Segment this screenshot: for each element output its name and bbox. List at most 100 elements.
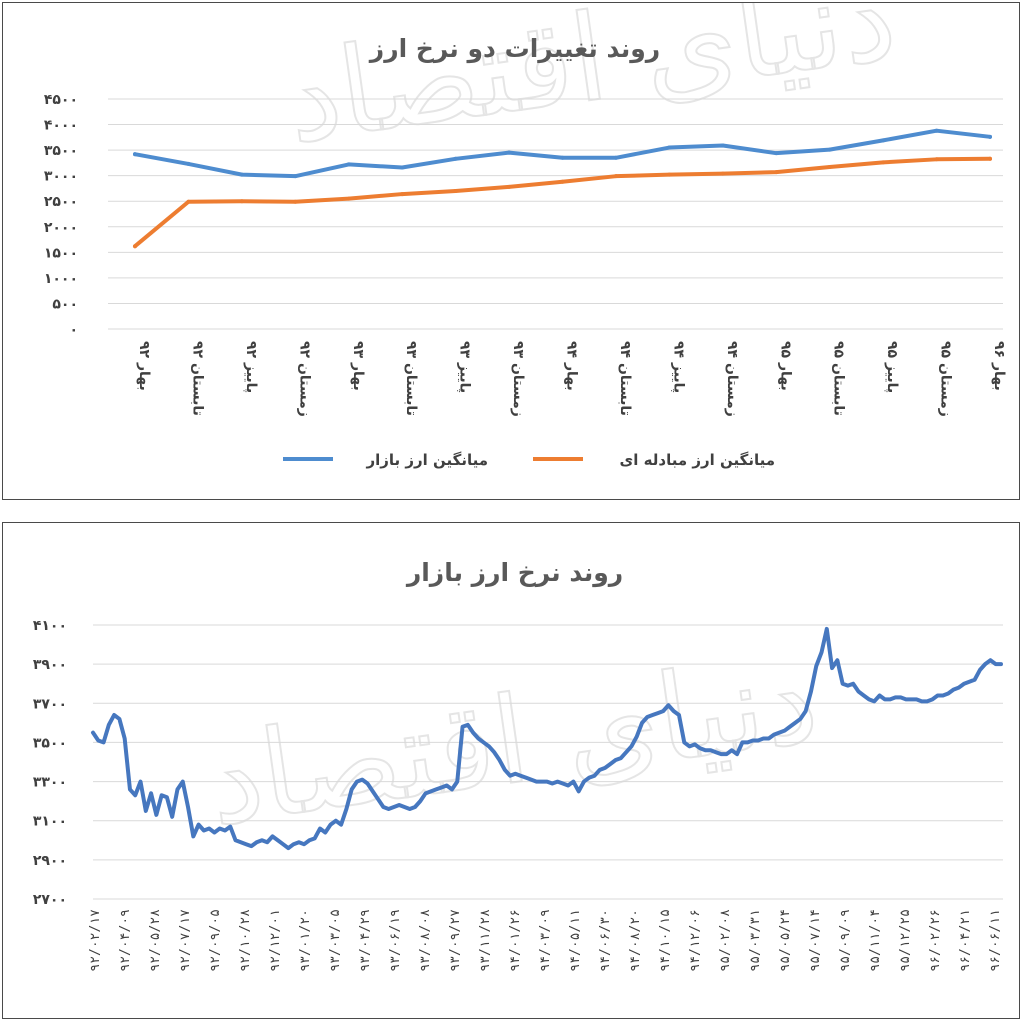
x-tick-label: زمستان ۹۴ — [724, 341, 740, 417]
x-tick-label: بهار ۹۶ — [991, 341, 1007, 391]
x-tick-label: ۹۲/۱۰/۲۸ — [238, 909, 253, 972]
exchange-average-point — [720, 171, 725, 176]
y-tick-label: ۱۵۰۰ — [44, 245, 78, 261]
exchange-average-point — [133, 244, 137, 249]
exchange-average-point — [774, 170, 779, 175]
market-average-point — [560, 155, 565, 160]
x-tick-label: ۹۵/۰۷/۱۴ — [808, 909, 823, 972]
x-tick-label: ۹۶/۰۲/۲۶ — [928, 909, 943, 972]
y-tick-label: ۳۷۰۰ — [33, 696, 67, 712]
exchange-average-point — [186, 199, 191, 204]
y-tick-label: ۳۰۰۰ — [44, 169, 78, 185]
y-tick-label: ۴۱۰۰ — [33, 618, 67, 634]
market-rate-line — [91, 626, 1003, 851]
market-average-point — [400, 165, 405, 170]
two-rates-chart: دنیای اقتصاد روند تغییرات دو نرخ ارز ۰ ۵۰… — [44, 3, 1007, 469]
market-average-point — [186, 161, 191, 166]
exchange-average-point — [293, 199, 298, 204]
x-tick-label: ۹۴/۰۱/۲۶ — [508, 909, 523, 972]
market-rate-trend-chart-panel: دنیای اقتصاد روند نرخ ارز بازار ۲۷۰۰ ۲۹۰۰… — [2, 522, 1020, 1019]
x-tick-label: ۹۳/۰۴/۲۹ — [358, 909, 373, 972]
market-average-point — [239, 172, 244, 177]
y-tick-label: ۲۵۰۰ — [44, 194, 78, 210]
legend-label-market: میانگین ارز بازار — [365, 451, 488, 469]
x-tick-label: زمستان ۹۵ — [938, 341, 954, 417]
x-tick-label: ۹۳/۰۶/۱۹ — [388, 909, 403, 972]
market-average-point — [667, 145, 672, 150]
x-tick-label: ۹۳/۰۱/۲۰ — [298, 909, 313, 972]
x-tick-label: ۹۵/۰۲/۰۸ — [718, 909, 733, 972]
x-tick-label: ۹۲/۰۹/۰۵ — [208, 909, 223, 972]
market-average-point — [133, 152, 137, 157]
market-average-point — [934, 128, 939, 133]
market-average-point — [720, 143, 725, 148]
market-average-point — [613, 155, 618, 160]
x-tick-label: ۹۶/۰۶/۱۱ — [988, 909, 1003, 972]
y-tick-label: ۳۳۰۰ — [33, 775, 67, 791]
y-tick-label: ۲۹۰۰ — [33, 853, 67, 869]
x-tick-label: ۹۴/۰۵/۱۱ — [568, 909, 583, 972]
exchange-average-line — [133, 156, 992, 249]
x-tick-label: بهار ۹۵ — [777, 341, 793, 391]
legend-label-exchange: میانگین ارز مبادله ای — [620, 451, 775, 469]
exchange-average-point — [453, 189, 458, 193]
x-tick-label: تابستان ۹۳ — [403, 341, 419, 416]
market-average-point — [453, 156, 458, 161]
x-tick-label: زمستان ۹۳ — [510, 341, 526, 417]
market-average-point — [881, 138, 886, 143]
x-tick-label: ۹۳/۰۳/۰۵ — [328, 909, 343, 972]
market-vs-exchange-rate-chart-panel: دنیای اقتصاد روند تغییرات دو نرخ ارز ۰ ۵۰… — [2, 2, 1020, 500]
x-tick-label: پاییز ۹۵ — [884, 341, 900, 393]
exchange-average-point — [827, 164, 832, 169]
x-tick-label: ۹۵/۰۵/۲۴ — [778, 909, 793, 972]
x-tick-label: ۹۵/۱۲/۲۵ — [898, 909, 913, 972]
market-average-point — [988, 134, 992, 139]
market-average-point — [827, 147, 832, 152]
x-tick-label: بهار ۹۴ — [564, 341, 580, 391]
y-tick-label: ۰ — [69, 322, 78, 338]
y-tick-label: ۳۵۰۰ — [44, 143, 78, 159]
x-tick-label: ۹۴/۰۳/۰۹ — [538, 909, 553, 972]
x-tick-label: تابستان ۹۵ — [831, 341, 847, 416]
watermark: دنیای اقتصاد — [278, 3, 904, 171]
market-rate-chart: دنیای اقتصاد روند نرخ ارز بازار ۲۷۰۰ ۲۹۰۰… — [33, 558, 1003, 972]
x-tick-label: ۹۵/۱۱/۰۴ — [868, 909, 883, 972]
x-tick-label: بهار ۹۳ — [350, 341, 366, 391]
x-tick-label: ۹۴/۰۸/۲۰ — [628, 909, 643, 972]
y-tick-label: ۲۷۰۰ — [33, 892, 67, 908]
y-tick-label: ۳۱۰۰ — [33, 814, 67, 830]
x-tick-label: ۹۲/۰۵/۲۸ — [148, 909, 163, 972]
market-average-point — [507, 150, 512, 155]
exchange-average-point — [400, 192, 405, 197]
exchange-average-point — [507, 184, 512, 189]
x-tick-label: ۹۵/۰۹/۰۹ — [838, 909, 853, 972]
exchange-average-point — [667, 172, 672, 177]
x-tick-label: ۹۳/۱۱/۲۸ — [478, 909, 493, 972]
y-tick-label: ۳۵۰۰ — [33, 735, 67, 751]
x-tick-label: ۹۲/۱۲/۰۱ — [268, 909, 283, 972]
exchange-average-point — [560, 179, 565, 184]
y-tick-label: ۲۰۰۰ — [44, 220, 78, 236]
y-tick-label: ۱۰۰۰ — [44, 271, 78, 287]
exchange-average-point — [934, 157, 939, 162]
x-tick-label: تابستان ۹۲ — [189, 341, 205, 416]
y-tick-label: ۳۹۰۰ — [33, 657, 67, 673]
chart-title: روند تغییرات دو نرخ ارز — [368, 34, 660, 64]
exchange-average-point — [346, 196, 351, 201]
market-average-point — [346, 162, 351, 167]
y-tick-label: ۴۵۰۰ — [44, 92, 78, 108]
market-average-point — [293, 174, 298, 179]
x-tick-label: ۹۲/۰۴/۰۹ — [118, 909, 133, 972]
market-average-point — [774, 151, 779, 156]
exchange-average-point — [988, 156, 992, 161]
x-tick-label: ۹۲/۰۲/۱۷ — [88, 909, 103, 972]
x-tick-label: پاییز ۹۳ — [457, 341, 473, 393]
x-tick-label: پاییز ۹۲ — [243, 341, 259, 393]
chart-title: روند نرخ ارز بازار — [405, 558, 623, 588]
x-tick-label: ۹۶/۰۴/۲۱ — [958, 909, 973, 972]
exchange-average-point — [239, 199, 244, 204]
x-tick-label: ۹۴/۱۲/۰۶ — [688, 909, 703, 972]
exchange-average-point — [881, 160, 886, 165]
y-tick-label: ۴۰۰۰ — [44, 118, 78, 134]
exchange-average-point — [613, 174, 618, 179]
